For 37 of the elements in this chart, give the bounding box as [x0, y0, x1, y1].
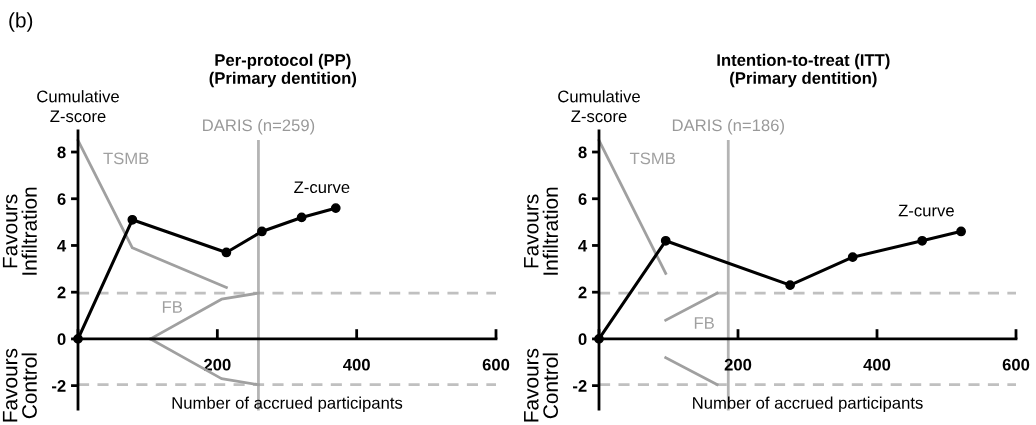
x-tick-label: 400 — [863, 358, 891, 371]
chart-title: Intention-to-treat (ITT) (Primary dentition) — [717, 53, 890, 88]
y-tick-label: 4 — [57, 240, 67, 252]
series-label: Z-curve — [898, 204, 954, 217]
series-label: FB — [694, 317, 714, 329]
x-axis-title: Number of accrued participants — [172, 396, 403, 413]
series-label: Z-curve — [294, 181, 350, 194]
y-axis-title: Cumulative Z-score — [558, 90, 640, 123]
y-tick-label: 8 — [578, 146, 587, 159]
x-tick-label: 200 — [204, 358, 231, 371]
y-tick-label: 4 — [578, 240, 588, 252]
chart-title: Per-protocol (PP) (Primary dentition) — [209, 53, 357, 88]
text: Favours Control — [2, 348, 37, 422]
ref-line-label: DARIS (n=186) — [672, 118, 784, 135]
series-label: FB — [162, 301, 182, 313]
x-tick-label: 600 — [1002, 358, 1030, 371]
y-tick-label: 2 — [578, 286, 587, 299]
series-label: TSMB — [103, 152, 149, 165]
y-tick-label: 6 — [578, 193, 587, 205]
x-tick-label: 600 — [482, 358, 510, 371]
x-tick-label: 400 — [343, 358, 370, 371]
text: Favours Infiltration — [2, 187, 37, 275]
series-label: TSMB — [629, 152, 675, 165]
text: Favours Infiltration — [524, 187, 559, 275]
y-tick-label: 8 — [57, 146, 66, 159]
x-tick-label: 200 — [724, 358, 752, 371]
y-tick-label: -2 — [52, 380, 66, 392]
x-axis-title: Number of accrued participants — [693, 396, 923, 413]
y-axis-title: Cumulative Z-score — [37, 90, 119, 123]
y-tick-label: -2 — [573, 380, 587, 392]
y-tick-label: 2 — [57, 286, 66, 299]
ref-line-label: DARIS (n=259) — [203, 118, 315, 135]
y-tick-label: 6 — [57, 193, 66, 205]
text: Favours Control — [524, 348, 559, 422]
y-tick-label: 0 — [57, 333, 66, 346]
y-tick-label: 0 — [578, 333, 587, 346]
text: (b) — [9, 12, 33, 32]
